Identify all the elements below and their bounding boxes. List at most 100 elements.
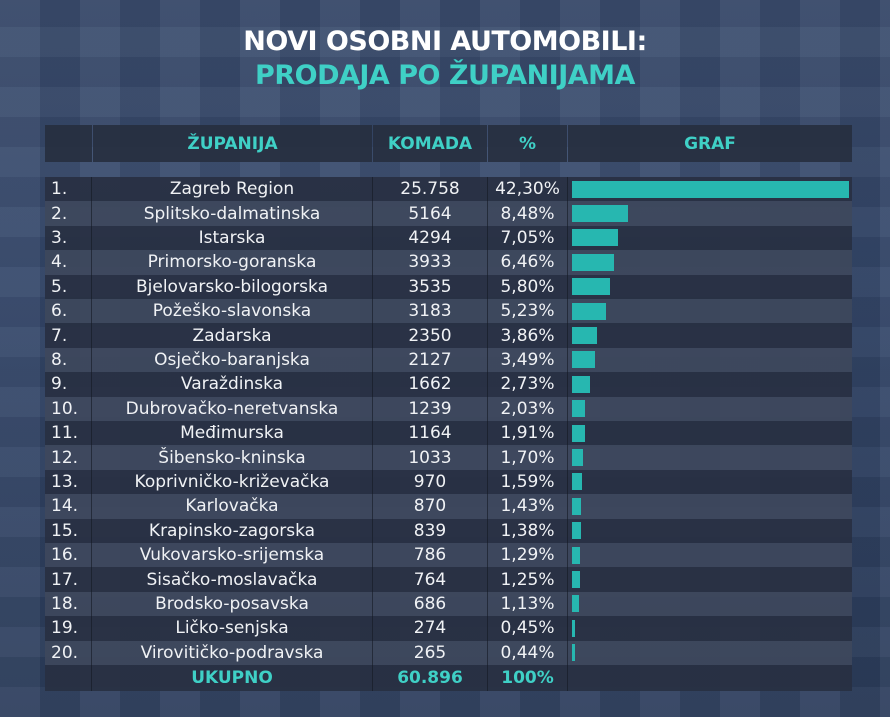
rank: 1.: [45, 177, 92, 202]
county-name: Virovitičko-podravska: [92, 640, 373, 665]
table-row: 12. Šibensko-kninska 1033 1,70%: [45, 445, 852, 470]
bar: [572, 424, 585, 442]
rank: 20.: [45, 640, 92, 665]
rank: 2.: [45, 201, 92, 226]
count: 764: [373, 567, 488, 592]
percent: 2,03%: [488, 396, 568, 421]
count: 5164: [373, 201, 488, 226]
table-row: 6. Požeško-slavonska 3183 5,23%: [45, 299, 852, 324]
bar: [572, 400, 586, 418]
bar: [572, 253, 615, 271]
count: 1164: [373, 421, 488, 446]
count: 839: [373, 518, 488, 543]
rank: 10.: [45, 396, 92, 421]
rank: 4.: [45, 250, 92, 275]
bar: [572, 327, 598, 345]
table-row: 19. Ličko-senjska 274 0,45%: [45, 616, 852, 641]
count: 3183: [373, 299, 488, 324]
total-count: 60.896: [373, 665, 488, 691]
rank: 9.: [45, 372, 92, 397]
county-name: Osječko-baranjska: [92, 347, 373, 373]
county-name: Brodsko-posavska: [92, 591, 373, 617]
rank: 8.: [45, 347, 92, 373]
percent: 1,13%: [488, 591, 568, 617]
county-name: Dubrovačko-neretvanska: [92, 396, 373, 421]
count: 274: [373, 616, 488, 641]
bar: [572, 302, 607, 320]
rank: 12.: [45, 445, 92, 470]
table-row: 15. Krapinsko-zagorska 839 1,38%: [45, 518, 852, 543]
count: 2350: [373, 323, 488, 348]
count: 265: [373, 640, 488, 665]
county-name: Požeško-slavonska: [92, 299, 373, 324]
table-row: 14. Karlovačka 870 1,43%: [45, 494, 852, 519]
rank: 13.: [45, 469, 92, 495]
rank: 3.: [45, 225, 92, 251]
percent: 42,30%: [488, 177, 568, 202]
rank: 7.: [45, 323, 92, 348]
bar: [572, 278, 610, 296]
count: 970: [373, 469, 488, 495]
count: 3535: [373, 274, 488, 299]
percent: 1,91%: [488, 421, 568, 446]
rank: 15.: [45, 518, 92, 543]
county-name: Karlovačka: [92, 494, 373, 519]
header-count: KOMADA: [373, 125, 487, 162]
percent: 3,49%: [488, 347, 568, 373]
bar: [572, 375, 590, 393]
bar: [572, 449, 584, 467]
county-name: Bjelovarsko-bilogorska: [92, 274, 373, 299]
bar: [572, 205, 628, 223]
table-row: 2. Splitsko-dalmatinska 5164 8,48%: [45, 201, 852, 226]
table-row: 18. Brodsko-posavska 686 1,13%: [45, 591, 852, 617]
county-name: Krapinsko-zagorska: [92, 518, 373, 543]
table-row: 13. Koprivničko-križevačka 970 1,59%: [45, 469, 852, 495]
county-name: Vukovarsko-srijemska: [92, 543, 373, 568]
county-name: Ličko-senjska: [92, 616, 373, 641]
total-label: UKUPNO: [92, 665, 373, 691]
count: 2127: [373, 347, 488, 373]
header-percent: %: [488, 125, 567, 162]
rank: 6.: [45, 299, 92, 324]
table-row: 10. Dubrovačko-neretvanska 1239 2,03%: [45, 396, 852, 421]
percent: 1,43%: [488, 494, 568, 519]
count: 25.758: [373, 177, 488, 202]
percent: 0,44%: [488, 640, 568, 665]
percent: 5,80%: [488, 274, 568, 299]
count: 1662: [373, 372, 488, 397]
total-percent: 100%: [488, 665, 568, 691]
rank: 11.: [45, 421, 92, 446]
count: 3933: [373, 250, 488, 275]
percent: 0,45%: [488, 616, 568, 641]
table-row: 20. Virovitičko-podravska 265 0,44%: [45, 640, 852, 665]
rank: 16.: [45, 543, 92, 568]
count: 870: [373, 494, 488, 519]
rank: 18.: [45, 591, 92, 617]
rank: 14.: [45, 494, 92, 519]
header-graph: GRAF: [568, 125, 852, 162]
count: 686: [373, 591, 488, 617]
county-name: Koprivničko-križevačka: [92, 469, 373, 495]
total-row: UKUPNO 60.896 100%: [45, 665, 852, 691]
percent: 3,86%: [488, 323, 568, 348]
table-row: 9. Varaždinska 1662 2,73%: [45, 372, 852, 397]
header-rank: [45, 125, 92, 162]
bar: [572, 473, 583, 491]
bar: [572, 522, 582, 540]
percent: 1,70%: [488, 445, 568, 470]
bar: [572, 497, 582, 515]
count: 1033: [373, 445, 488, 470]
bar: [572, 180, 849, 198]
percent: 8,48%: [488, 201, 568, 226]
rank: 19.: [45, 616, 92, 641]
count: 786: [373, 543, 488, 568]
county-name: Varaždinska: [92, 372, 373, 397]
table-row: 7. Zadarska 2350 3,86%: [45, 323, 852, 348]
table-row: 17. Sisačko-moslavačka 764 1,25%: [45, 567, 852, 592]
bar: [572, 644, 575, 662]
county-name: Međimurska: [92, 421, 373, 446]
percent: 1,29%: [488, 543, 568, 568]
bar: [572, 229, 619, 247]
rank: 17.: [45, 567, 92, 592]
table-row: 4. Primorsko-goranska 3933 6,46%: [45, 250, 852, 275]
